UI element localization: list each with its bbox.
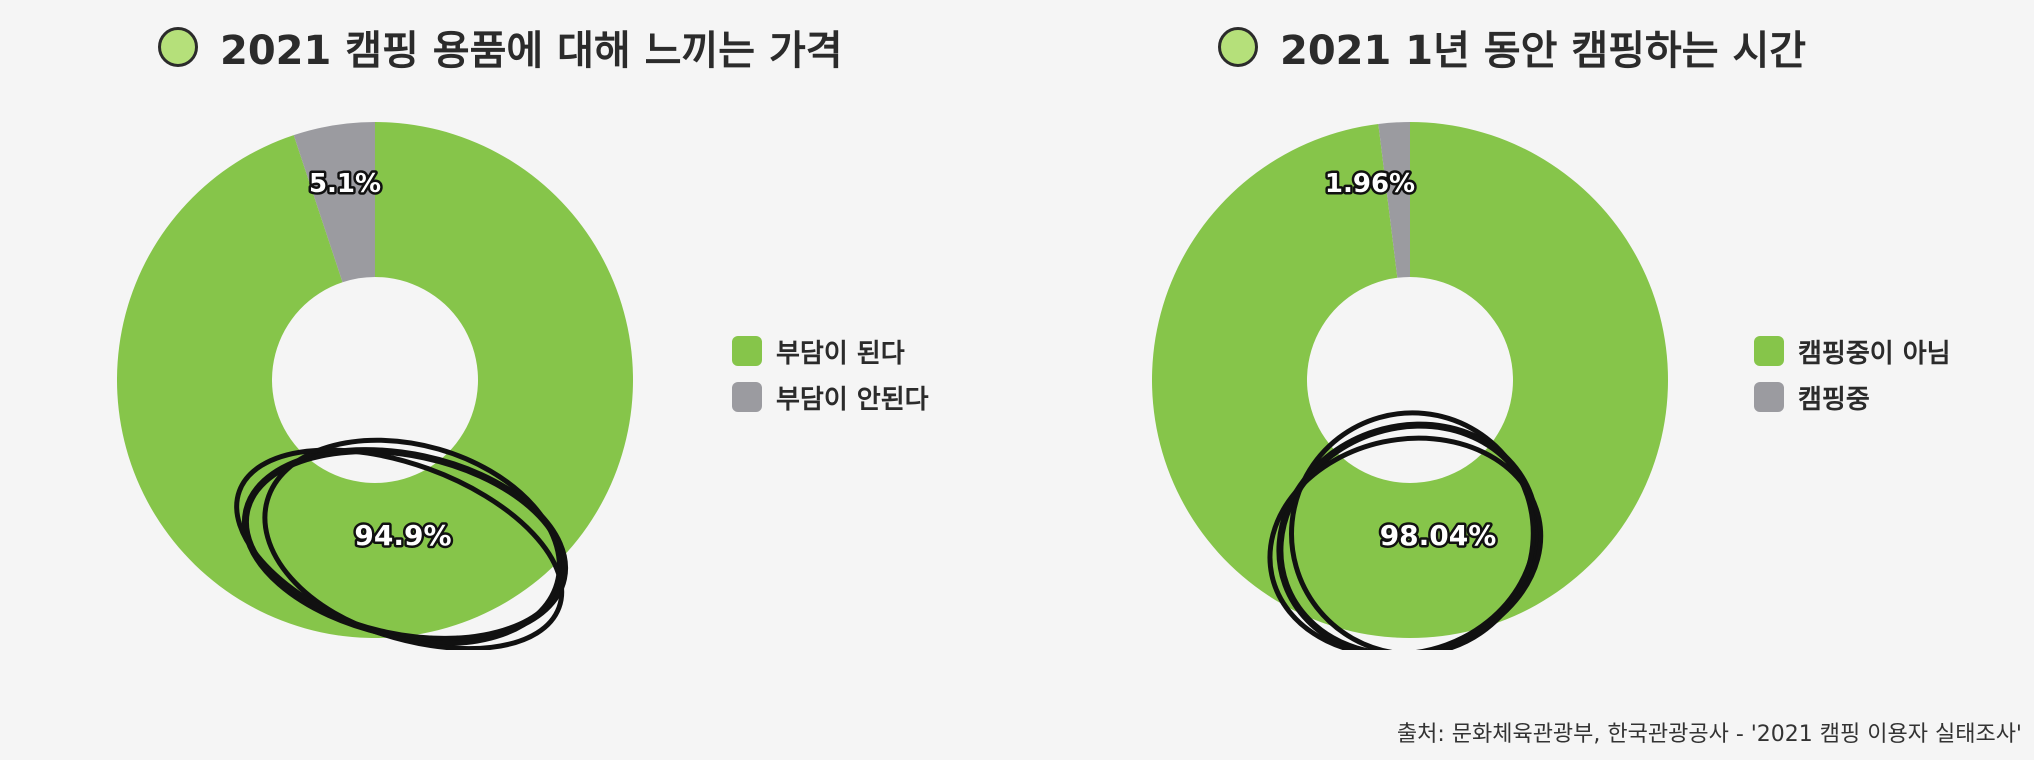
title-bullet-icon (158, 27, 198, 67)
chart-panel-time: 2021 1년 동안 캠핑하는 시간 98.04% 1.96% 캠핑중이 아님 캠… (1010, 0, 2034, 700)
legend-swatch-no-burden (732, 382, 762, 412)
legend-swatch-burden (732, 336, 762, 366)
donut-slice-minor (293, 122, 375, 283)
data-label-minor: 5.1% (309, 169, 381, 199)
legend-swatch-not-camping (1754, 336, 1784, 366)
legend: 부담이 된다 부담이 안된다 (732, 328, 929, 420)
data-label-major: 94.9% (354, 519, 451, 552)
legend-item-not-camping: 캠핑중이 아님 (1754, 328, 1951, 374)
legend-item-burden: 부담이 된다 (732, 328, 929, 374)
chart-title-text: 2021 캠핑 용품에 대해 느끼는 가격 (220, 28, 843, 74)
highlight-circle (1267, 410, 1544, 650)
donut-chart-time: 98.04% 1.96% (1152, 122, 1668, 650)
donut-chart-price: 94.9% 5.1% (116, 122, 633, 650)
chart-title-text: 2021 1년 동안 캠핑하는 시간 (1280, 28, 1807, 74)
chart-panel-price: 2021 캠핑 용품에 대해 느끼는 가격 94.9% 5.1% 부담이 된다 부… (0, 0, 1010, 700)
legend-label-no-burden: 부담이 안된다 (776, 384, 929, 415)
donut-slice-minor (1378, 122, 1410, 278)
chart-title: 2021 1년 동안 캠핑하는 시간 (1218, 18, 1806, 76)
highlight-scribble (1289, 410, 1536, 650)
chart-title: 2021 캠핑 용품에 대해 느끼는 가격 (158, 18, 843, 76)
legend-item-no-burden: 부담이 안된다 (732, 374, 929, 420)
highlight-scribble (234, 447, 565, 650)
legend-swatch-camping (1754, 382, 1784, 412)
highlight-scribble (1267, 435, 1544, 650)
legend-label-camping: 캠핑중 (1798, 384, 1870, 415)
data-label-minor: 1.96% (1325, 169, 1415, 199)
legend-label-burden: 부담이 된다 (776, 338, 905, 369)
legend-label-not-camping: 캠핑중이 아님 (1798, 338, 1951, 369)
title-bullet-icon (1218, 27, 1258, 67)
legend-item-camping: 캠핑중 (1754, 374, 1951, 420)
data-label-major: 98.04% (1380, 519, 1497, 552)
highlight-circle (234, 437, 569, 650)
source-note: 출처: 문화체육관광부, 한국관광공사 - '2021 캠핑 이용자 실태조사' (1396, 722, 2022, 747)
legend: 캠핑중이 아님 캠핑중 (1754, 328, 1951, 420)
